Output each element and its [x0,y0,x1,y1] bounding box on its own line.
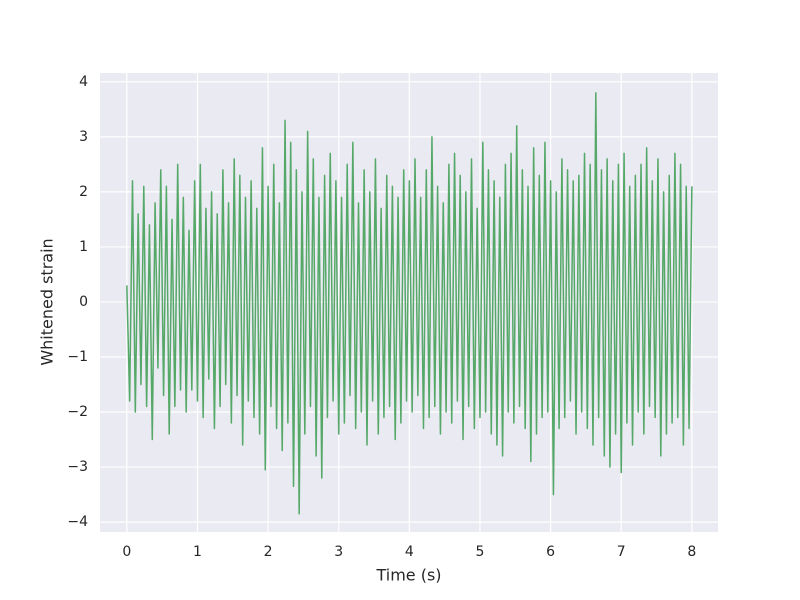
y-tick-label: 2 [79,184,88,200]
x-tick-label: 0 [122,544,131,560]
y-tick-label: 3 [79,129,88,145]
y-tick-label: −3 [67,459,88,475]
y-tick-label: 1 [79,239,88,255]
y-tick-label: −4 [67,514,88,530]
x-tick-label: 6 [546,544,555,560]
y-tick-label: 0 [79,294,88,310]
x-tick-label: 1 [193,544,202,560]
y-tick-label: −1 [67,349,88,365]
x-tick-label: 7 [617,544,626,560]
x-tick-label: 4 [405,544,414,560]
y-axis-label: Whitened strain [38,238,57,365]
x-axis-label: Time (s) [375,566,441,585]
data-line [126,92,693,515]
y-tick-label: −2 [67,404,88,420]
x-tick-label: 2 [264,544,273,560]
x-tick-label: 3 [334,544,343,560]
x-tick-label: 8 [687,544,696,560]
x-tick-label: 5 [476,544,485,560]
y-tick-label: 4 [79,74,88,90]
